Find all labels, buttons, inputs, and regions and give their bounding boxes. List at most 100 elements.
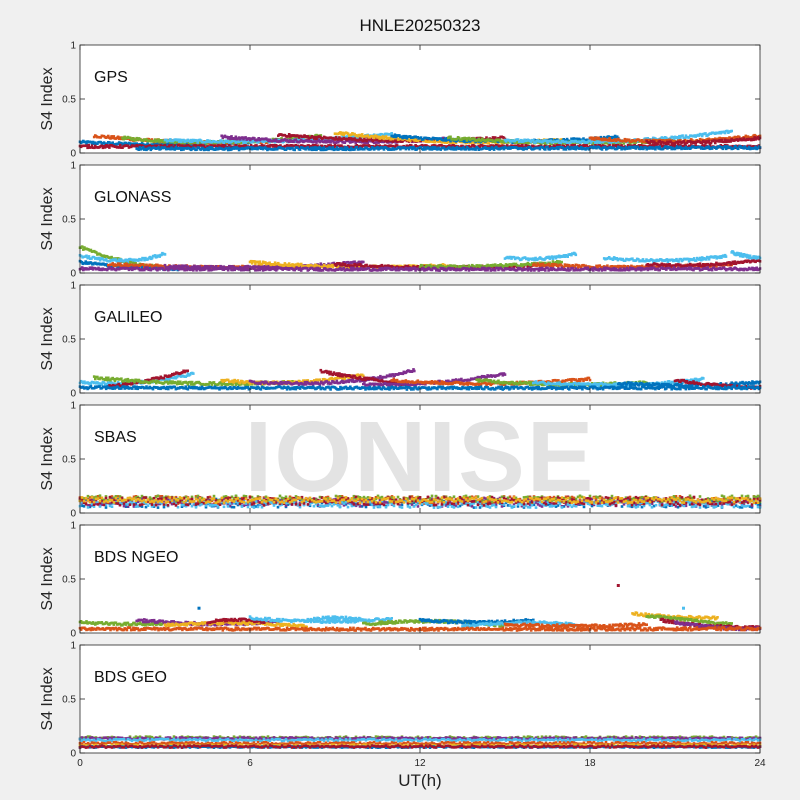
data-point [228,136,231,139]
data-point [362,139,365,143]
data-point [158,140,161,144]
data-point [560,260,563,264]
data-point [117,141,121,144]
data-point [434,140,437,144]
data-point [273,140,277,144]
data-point [179,138,182,142]
data-point [292,140,295,144]
data-point [402,134,405,138]
data-point [341,131,344,135]
data-point [365,139,368,143]
y-tick-label: 0 [70,149,76,160]
data-point [375,134,378,138]
data-point [169,138,172,141]
data-point [241,139,244,142]
data-point [315,133,318,137]
data-point [131,142,134,146]
data-point [226,139,230,143]
data-point [176,138,180,141]
data-point [128,142,132,145]
data-point [337,140,340,144]
data-point [229,137,232,140]
data-point [258,260,262,263]
data-point [99,136,102,139]
data-point [363,137,366,140]
data-point [724,255,728,258]
figure-title: HNLE20250323 [359,16,481,35]
data-point [296,138,300,141]
data-point [108,146,111,149]
data-point [362,260,365,264]
data-point [449,135,452,139]
data-point [392,135,396,139]
data-point [85,254,88,258]
data-point [116,135,120,139]
data-point [294,138,298,141]
data-point [295,136,299,140]
data-point [611,258,615,261]
data-point [132,137,135,140]
data-point [99,140,102,144]
axes-background [80,165,760,273]
data-point [134,139,137,142]
data-point [487,142,490,145]
data-point [307,138,311,142]
data-point [343,141,347,144]
data-point [96,142,99,146]
data-point [110,135,113,138]
data-point [339,131,342,134]
data-point [730,129,733,133]
y-tick-label: 1 [70,41,76,52]
data-point [242,141,245,145]
data-point [107,134,110,138]
data-point [112,135,116,138]
data-point [440,141,444,144]
data-point [225,135,229,139]
data-point [394,135,398,139]
data-point [120,141,123,145]
data-point [333,138,337,141]
data-point [250,140,254,144]
data-point [445,141,449,144]
data-point [189,144,193,147]
data-point [454,141,458,145]
data-point [378,139,381,143]
data-point [372,136,376,140]
data-point [320,138,324,142]
data-point [574,253,578,257]
data-point [353,137,356,140]
data-point [234,135,238,139]
data-point [193,141,196,144]
data-point [371,134,375,138]
data-point [109,137,112,140]
data-point [400,135,403,138]
data-point [222,141,226,144]
data-point [123,135,126,139]
data-point [337,138,340,141]
data-point [286,134,290,138]
data-point [237,140,241,144]
data-point [377,135,380,139]
data-point [359,134,363,138]
data-point [152,139,156,143]
data-point [105,142,109,145]
axes-background [80,45,760,153]
data-point [331,139,335,142]
data-point [411,139,414,143]
data-point [163,253,167,256]
data-point [398,134,401,137]
data-point [413,139,416,142]
data-point [356,136,360,140]
data-point [681,134,684,137]
data-point [293,148,296,152]
data-point [97,256,101,260]
data-point [157,138,160,141]
data-point [220,134,223,138]
data-point [248,138,252,142]
data-point [140,141,144,145]
data-point [296,134,300,138]
data-point [403,136,406,139]
y-axis-label: S4 Index [39,67,56,130]
data-point [317,139,320,142]
